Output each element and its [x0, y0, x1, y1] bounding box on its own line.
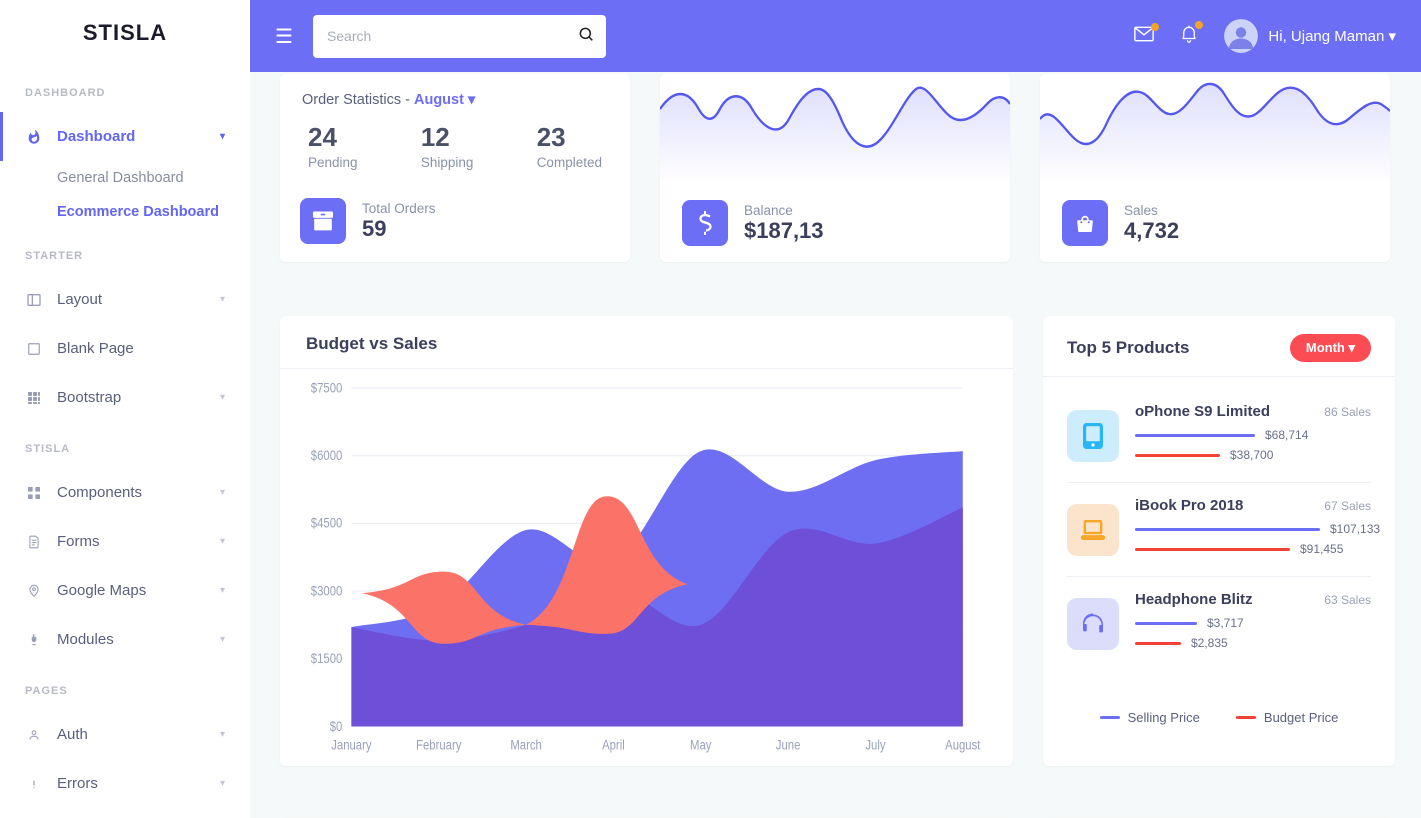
svg-text:August: August — [945, 738, 981, 753]
svg-text:April: April — [602, 738, 625, 753]
svg-text:$1500: $1500 — [311, 651, 343, 666]
svg-text:$6000: $6000 — [311, 448, 343, 463]
svg-text:$4500: $4500 — [311, 516, 343, 531]
svg-text:May: May — [690, 738, 712, 753]
svg-text:February: February — [416, 738, 462, 753]
svg-text:June: June — [776, 738, 801, 753]
svg-text:July: July — [865, 738, 886, 753]
svg-text:$7500: $7500 — [311, 381, 343, 396]
svg-text:March: March — [510, 738, 542, 753]
svg-text:$0: $0 — [330, 719, 343, 734]
svg-text:$3000: $3000 — [311, 584, 343, 599]
svg-text:January: January — [331, 738, 372, 753]
